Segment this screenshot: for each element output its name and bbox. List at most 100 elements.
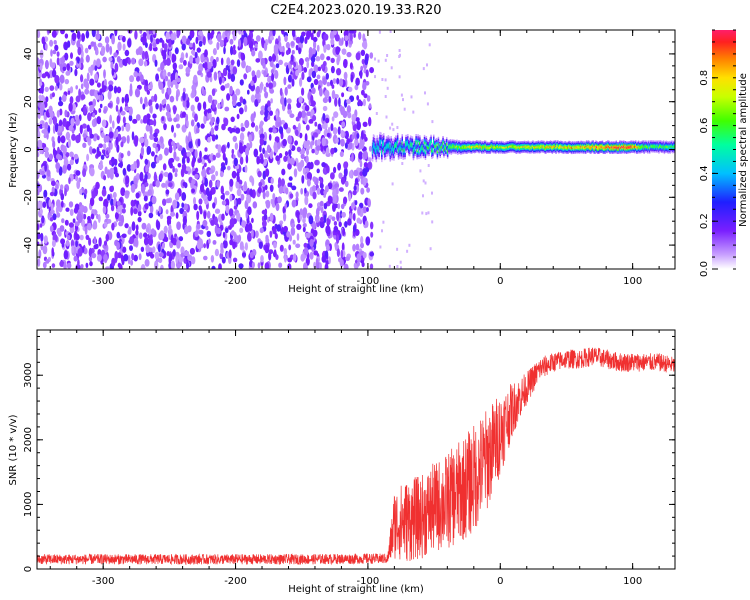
noise-cell [316,187,321,195]
noise-cell [68,201,74,208]
ridge-cell [500,145,503,148]
noise-cell [150,34,153,43]
noise-cell [174,47,179,55]
noise-cell [369,52,374,59]
noise-cell [93,236,97,245]
noise-cell [221,165,226,171]
ridge-cell [553,146,555,148]
noise-cell [51,92,56,98]
noise-cell [164,147,169,156]
noise-cell [142,103,146,110]
noise-cell [334,97,338,107]
noise-cell [61,218,65,224]
ridge-cell [395,143,397,147]
noise-cell [116,96,120,105]
noise-cell [51,69,57,78]
noise-cell [427,164,430,167]
noise-cell [267,106,272,112]
noise-cell [138,253,142,261]
noise-cell [197,138,201,147]
noise-cell [327,195,333,205]
noise-cell [290,227,296,236]
noise-cell [244,104,248,113]
noise-cell [363,133,367,140]
noise-cell [71,133,76,141]
noise-cell [211,30,215,36]
noise-cell [116,241,120,251]
noise-cell [309,161,314,170]
noise-cell [328,256,331,265]
noise-cell [344,35,349,41]
noise-cell [344,78,348,88]
ridge-cell [488,147,491,149]
y-tick-label: 40 [23,48,34,61]
noise-cell [102,143,107,150]
noise-cell [391,122,394,126]
noise-cell [351,134,355,140]
noise-cell [182,87,186,93]
noise-cell [287,84,292,89]
noise-cell [133,177,138,184]
noise-cell [312,176,317,183]
noise-cell [103,240,108,246]
noise-cell [385,115,388,119]
noise-cell [160,61,165,71]
noise-cell [340,203,345,210]
noise-cell [174,168,178,174]
noise-cell [185,66,191,74]
noise-cell [161,40,165,49]
noise-cell [69,60,74,66]
noise-cell [251,177,255,187]
noise-cell [247,206,252,216]
ridge-cell [408,145,410,148]
ridge-cell [591,145,593,148]
noise-cell [77,57,80,64]
noise-cell [196,47,201,53]
noise-cell [341,92,345,98]
noise-cell [76,30,81,40]
ridge-cell [616,147,618,149]
noise-cell [212,48,217,56]
noise-cell [431,120,434,124]
ridge-cell [512,145,515,148]
noise-cell [280,119,286,125]
noise-cell [49,85,55,91]
ridge-cell [386,145,389,149]
colorbar-tick-label: 0.0 [699,261,710,277]
noise-cell [239,79,244,86]
noise-cell [65,240,70,247]
noise-cell [267,76,272,83]
noise-cell [362,252,367,259]
noise-cell [139,74,144,83]
noise-cell [305,155,309,164]
noise-cell [247,34,252,45]
noise-cell [186,261,189,269]
ridge-cell [390,144,392,148]
noise-cell [208,238,211,244]
noise-cell [158,252,164,258]
noise-cell [365,81,370,86]
ridge-cell [480,146,482,148]
noise-cell [158,205,162,214]
noise-cell [268,55,273,62]
noise-cell [296,233,300,241]
noise-cell [255,125,259,132]
noise-cell [111,35,115,45]
noise-cell [135,224,139,231]
ridge-cell [579,146,581,149]
noise-cell [149,204,154,214]
ridge-cell [494,146,496,149]
noise-cell [90,41,95,47]
noise-cell [292,239,296,245]
noise-cell [279,244,284,252]
noise-cell [249,188,253,198]
noise-cell [127,38,132,48]
ridge-cell [623,146,626,149]
noise-cell [111,67,115,76]
ridge-cell [394,145,396,149]
noise-cell [163,171,169,177]
noise-cell [243,36,248,47]
noise-cell [163,49,167,56]
colorbar-tick-label: 0.8 [699,70,710,86]
